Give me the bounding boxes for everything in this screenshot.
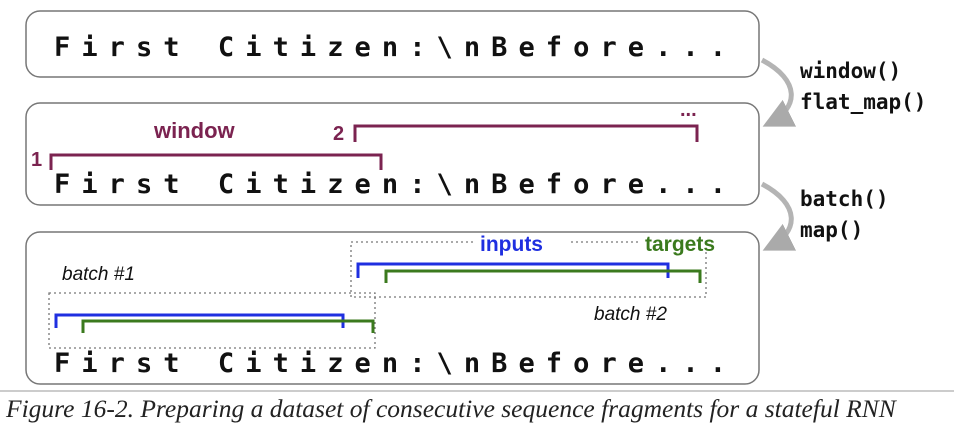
figure-caption: Figure 16-2. Preparing a dataset of cons… xyxy=(6,394,896,423)
op-map: map() xyxy=(800,218,863,242)
window-label: window xyxy=(153,118,236,143)
op-flat-map: flat_map() xyxy=(800,90,926,114)
batch-1-label: batch #1 xyxy=(62,264,135,285)
sequence-text-2: First Citizen:\nBefore... xyxy=(54,169,726,200)
inputs-label: inputs xyxy=(480,233,543,256)
sequence-text-1: First Citizen:\nBefore... xyxy=(54,32,726,63)
sequence-box-2 xyxy=(25,102,760,206)
sequence-text-3: First Citizen:\nBefore... xyxy=(54,348,726,379)
window-bracket-2 xyxy=(353,124,699,142)
op-batch: batch() xyxy=(800,187,889,211)
sequence-box-1 xyxy=(25,10,760,78)
flow-arrow-1 xyxy=(760,57,797,127)
targets-label: targets xyxy=(645,233,715,256)
targets-bracket-batch-2 xyxy=(384,269,702,283)
flow-arrow-2 xyxy=(760,181,797,251)
op-window: window() xyxy=(800,59,901,83)
window-bracket-1 xyxy=(49,153,383,170)
batch-2-label: batch #2 xyxy=(594,304,667,325)
window-number-2: 2 xyxy=(333,123,344,145)
window-number-1: 1 xyxy=(31,149,42,171)
targets-bracket-batch-1 xyxy=(81,319,375,333)
window-ellipsis: ... xyxy=(680,99,697,121)
